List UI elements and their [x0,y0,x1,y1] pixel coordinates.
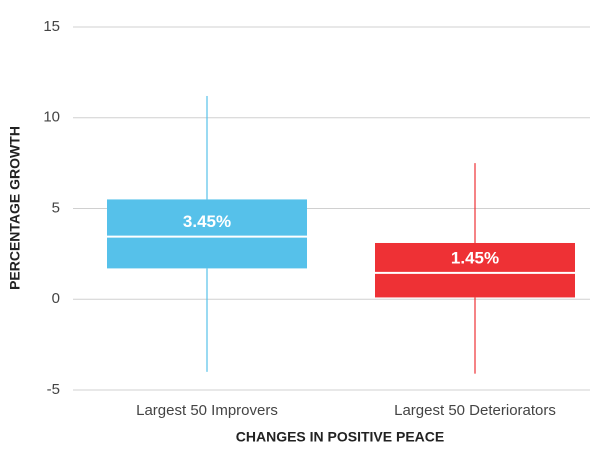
y-axis-title: PERCENTAGE GROWTH [7,126,23,290]
median-label: 3.45% [183,212,231,231]
box [375,242,575,298]
y-tick-label: 0 [52,290,60,307]
x-axis-title: CHANGES IN POSITIVE PEACE [236,429,444,445]
y-tick-label: 10 [43,109,60,126]
y-tick-label: -5 [47,381,60,398]
x-tick-label: Largest 50 Improvers [136,402,278,419]
y-tick-label: 5 [52,199,60,216]
median-label: 1.45% [451,248,499,267]
x-tick-label: Largest 50 Deteriorators [394,402,556,419]
y-tick-label: 15 [43,18,60,35]
box [107,199,307,269]
